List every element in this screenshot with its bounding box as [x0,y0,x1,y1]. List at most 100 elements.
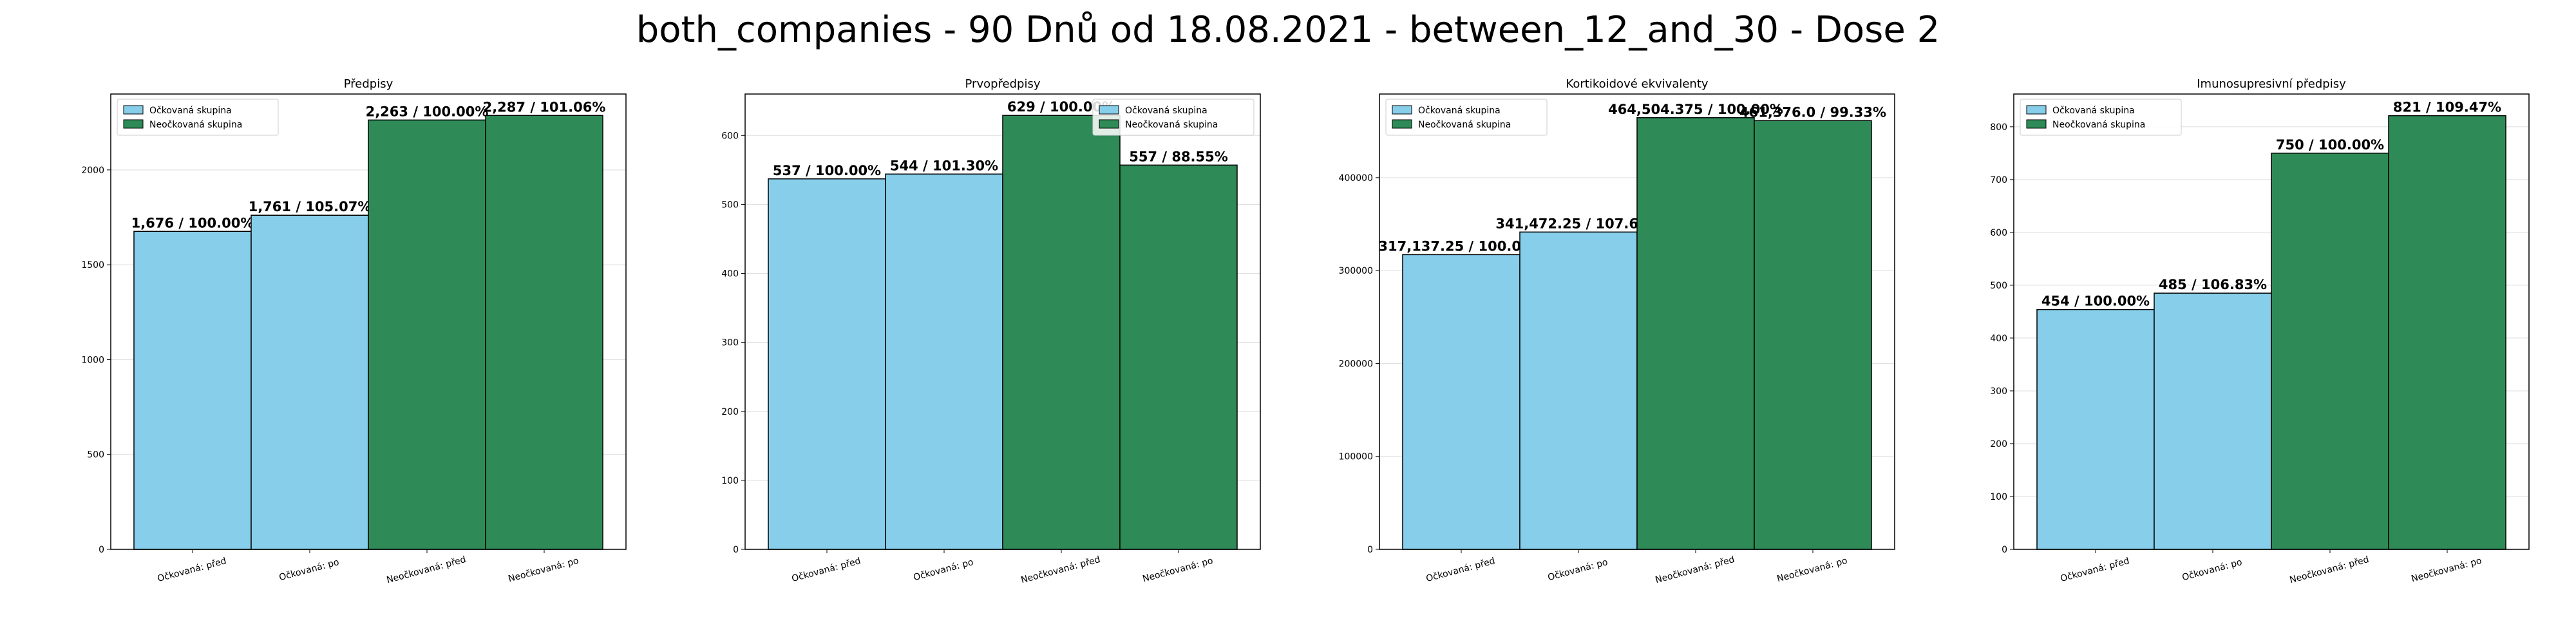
data-label: 317,137.25 / 100.00% [1378,238,1544,254]
x-tick-label: Očkovaná: po [913,557,975,583]
legend-swatch [1099,105,1119,115]
data-label: 544 / 101.30% [890,158,998,173]
y-tick-label: 200 [1990,439,2007,450]
y-tick-label: 200 [721,407,739,417]
bar [1002,115,1121,550]
y-tick-label: 300000 [1339,266,1373,276]
chart-kortikoidove-ekvivalenty: Kortikoidové ekvivalenty 0 100000 200000 300… [1339,77,1895,585]
y-tick-label: 700 [1990,175,2007,185]
x-tick-label: Neočkovaná: po [1776,556,1849,585]
y-tick-label: 0 [99,545,104,555]
y-tick-label: 200000 [1339,359,1373,369]
figure-title: both_companies - 90 Dnů od 18.08.2021 - … [636,9,1940,51]
bar [1119,164,1238,550]
legend-swatch [1392,105,1412,115]
bar [485,115,603,550]
subplot-title: Imunosupresivní předpisy [2197,77,2346,91]
x-tick-label: Neočkovaná: před [2289,554,2371,585]
x-tick-label: Očkovaná: po [278,557,341,583]
x-tick-label: Očkovaná: před [2060,556,2131,584]
data-label: 485 / 106.83% [2159,277,2267,292]
data-label: 464,504.375 / 100.00% [1608,102,1783,117]
data-label: 1,676 / 100.00% [131,215,254,231]
x-tick-label: Očkovaná: před [1425,556,1497,584]
y-tick-label: 400 [1990,334,2007,344]
x-tick-label: Neočkovaná: před [386,554,468,585]
legend-label: Neočkovaná skupina [149,120,242,130]
y-tick-label: 500 [87,450,104,460]
bar [1754,120,1872,550]
y-tick-label: 500 [721,200,739,210]
legend-label: Očkovaná skupina [2052,106,2135,116]
x-tick-label: Neočkovaná: před [1654,554,1736,585]
data-label: 557 / 88.55% [1129,149,1228,164]
data-label: 2,287 / 101.06% [483,99,606,115]
legend-swatch [123,105,144,115]
bar [885,173,1003,550]
bar [1636,117,1755,550]
y-tick-label: 600 [1990,228,2007,238]
legend-swatch [1099,119,1119,129]
x-tick-label: Neočkovaná: po [507,556,580,585]
data-label: 750 / 100.00% [2276,137,2384,153]
bar [2154,292,2272,550]
bar [1402,254,1520,550]
x-tick-label: Očkovaná: před [791,556,862,584]
data-label: 341,472.25 / 107.67% [1495,216,1661,231]
x-tick-label: Neočkovaná: po [1142,556,1215,585]
chart-imunosupresivni-predpisy: Imunosupresivní předpisy 0 100 200 300 400 500… [1990,77,2530,585]
legend-swatch [2026,119,2047,129]
y-tick-label: 2000 [81,166,104,176]
bar [2271,153,2389,550]
subplot-title: Prvopředpisy [965,77,1041,91]
bar [2388,115,2506,550]
bar [1519,231,1638,550]
y-tick-label: 100000 [1339,452,1373,462]
data-label: 454 / 100.00% [2041,294,2150,309]
data-label: 537 / 100.00% [773,163,881,178]
legend-swatch [2026,105,2047,115]
legend-box [2020,99,2182,136]
y-tick-label: 300 [1990,386,2007,397]
x-tick-label: Neočkovaná: po [2410,556,2483,585]
y-tick-label: 400000 [1339,173,1373,184]
bar [133,231,252,550]
y-tick-label: 0 [1367,545,1373,555]
bar [368,119,486,550]
axes-frame [744,93,1261,550]
subplot-title: Kortikoidové ekvivalenty [1566,77,1708,91]
legend-label: Očkovaná skupina [1125,106,1208,116]
y-tick-label: 1500 [81,260,104,270]
data-label: 1,761 / 105.07% [249,199,372,214]
chart-prvopredpisy: Prvopředpisy 0 100 200 300 400 500 600 537 / 100… [721,77,1261,585]
y-tick-label: 0 [733,545,739,555]
y-tick-label: 400 [721,269,739,279]
y-tick-label: 500 [1990,281,2007,291]
legend-box [1385,99,1548,136]
legend-label: Neočkovaná skupina [1418,120,1511,130]
legend-label: Neočkovaná skupina [2052,120,2145,130]
x-tick-label: Očkovaná: po [2181,557,2244,583]
bar [768,178,886,550]
axes-frame [1379,93,1895,550]
bar [251,214,369,550]
x-tick-label: Očkovaná: před [156,556,228,584]
y-tick-label: 1000 [81,355,104,365]
legend-box [1092,99,1255,136]
legend-label: Očkovaná skupina [1418,106,1501,116]
data-label: 461,376.0 / 99.33% [1739,104,1886,120]
legend-label: Očkovaná skupina [149,106,232,116]
data-label: 2,263 / 100.00% [366,104,489,119]
x-tick-label: Očkovaná: po [1547,557,1609,583]
axes-frame [110,93,627,550]
y-tick-label: 800 [1990,122,2007,133]
y-tick-label: 100 [1990,492,2007,502]
subplot-title: Předpisy [344,77,393,91]
legend-label: Neočkovaná skupina [1125,120,1218,130]
bar [2036,308,2155,550]
y-tick-label: 300 [721,338,739,348]
chart-predpisy: Předpisy 0 500 1000 1500 2000 1,676 / 100.00% O… [81,77,627,585]
y-tick-label: 0 [2002,545,2007,555]
legend-swatch [1392,119,1412,129]
legend-swatch [123,119,144,129]
